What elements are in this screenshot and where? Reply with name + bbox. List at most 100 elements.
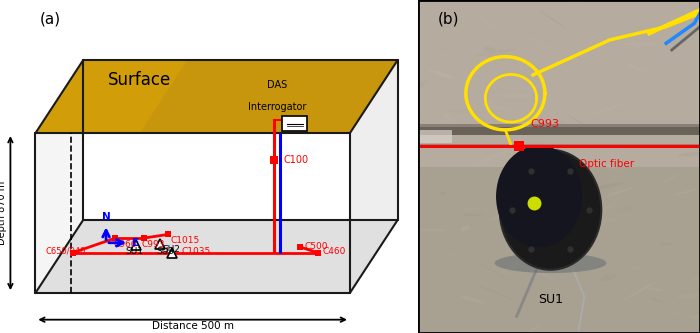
Ellipse shape	[513, 223, 539, 233]
Ellipse shape	[503, 231, 526, 235]
Ellipse shape	[410, 80, 429, 93]
Text: C993: C993	[531, 119, 560, 129]
Text: (a): (a)	[40, 12, 61, 27]
Ellipse shape	[651, 297, 664, 302]
Ellipse shape	[622, 42, 657, 46]
Ellipse shape	[419, 229, 447, 231]
Polygon shape	[36, 133, 350, 293]
Ellipse shape	[538, 9, 566, 28]
Polygon shape	[36, 220, 398, 293]
Ellipse shape	[624, 281, 657, 300]
Text: E: E	[132, 238, 139, 248]
Ellipse shape	[556, 120, 570, 128]
Text: Optic fiber: Optic fiber	[579, 159, 634, 169]
Ellipse shape	[647, 287, 664, 291]
Ellipse shape	[444, 161, 462, 169]
Text: Distance 500 m: Distance 500 m	[152, 321, 234, 331]
Bar	[418, 124, 700, 127]
Ellipse shape	[676, 0, 690, 5]
Ellipse shape	[429, 70, 450, 77]
Text: SU3: SU3	[156, 247, 174, 256]
Ellipse shape	[676, 293, 700, 298]
Ellipse shape	[486, 104, 517, 114]
Ellipse shape	[498, 256, 532, 274]
Ellipse shape	[540, 218, 562, 222]
Text: Interrogator: Interrogator	[248, 102, 306, 112]
Ellipse shape	[593, 104, 623, 114]
Ellipse shape	[484, 100, 491, 105]
Ellipse shape	[568, 206, 589, 215]
Ellipse shape	[692, 272, 700, 281]
Text: C966: C966	[113, 239, 136, 249]
Ellipse shape	[488, 208, 527, 221]
Text: C100: C100	[284, 155, 308, 165]
Ellipse shape	[545, 239, 550, 244]
Ellipse shape	[525, 36, 556, 51]
Ellipse shape	[674, 188, 700, 195]
Polygon shape	[36, 60, 188, 133]
Text: C993: C993	[141, 239, 165, 249]
Ellipse shape	[495, 253, 606, 273]
Ellipse shape	[461, 296, 484, 303]
Circle shape	[500, 150, 601, 270]
Ellipse shape	[512, 147, 542, 168]
Text: SU1: SU1	[538, 293, 563, 306]
Ellipse shape	[476, 15, 500, 31]
Ellipse shape	[661, 173, 680, 185]
Text: SU1: SU1	[125, 247, 144, 256]
Text: C650/940: C650/940	[46, 246, 86, 256]
Ellipse shape	[592, 162, 625, 172]
Ellipse shape	[477, 285, 514, 300]
Ellipse shape	[680, 6, 698, 18]
Text: C460: C460	[322, 246, 346, 256]
Ellipse shape	[677, 152, 700, 157]
Ellipse shape	[473, 149, 512, 166]
Ellipse shape	[436, 121, 452, 124]
Bar	[418, 127, 700, 135]
Ellipse shape	[635, 46, 642, 49]
Ellipse shape	[604, 186, 635, 197]
Ellipse shape	[496, 94, 533, 97]
Bar	[418, 130, 452, 143]
Bar	[418, 144, 700, 148]
Ellipse shape	[599, 274, 617, 281]
Circle shape	[496, 146, 582, 247]
Text: DAS: DAS	[267, 80, 287, 90]
Ellipse shape	[484, 47, 496, 52]
Ellipse shape	[533, 176, 540, 181]
Ellipse shape	[520, 325, 540, 333]
Text: N: N	[102, 212, 111, 222]
Ellipse shape	[593, 205, 614, 214]
Ellipse shape	[440, 250, 468, 262]
Ellipse shape	[529, 252, 560, 267]
Ellipse shape	[608, 155, 620, 161]
Ellipse shape	[440, 191, 445, 195]
Text: SU2: SU2	[162, 245, 180, 254]
Ellipse shape	[562, 0, 581, 3]
Ellipse shape	[575, 218, 616, 223]
Bar	[418, 0, 700, 166]
Ellipse shape	[439, 74, 457, 79]
Bar	[418, 166, 700, 333]
Ellipse shape	[444, 114, 456, 122]
Ellipse shape	[430, 48, 468, 60]
Ellipse shape	[615, 206, 634, 213]
Text: C1035: C1035	[181, 247, 211, 256]
Ellipse shape	[482, 205, 494, 213]
Ellipse shape	[526, 267, 553, 279]
Text: (b): (b)	[438, 12, 459, 27]
Ellipse shape	[601, 164, 620, 168]
Ellipse shape	[460, 225, 470, 231]
Ellipse shape	[624, 63, 648, 73]
Ellipse shape	[690, 315, 700, 319]
Text: Surface: Surface	[108, 71, 172, 89]
Text: C1015: C1015	[170, 235, 199, 245]
Ellipse shape	[589, 182, 623, 191]
Polygon shape	[36, 60, 398, 133]
Polygon shape	[36, 60, 83, 293]
Text: C500: C500	[304, 242, 328, 251]
FancyBboxPatch shape	[282, 116, 307, 131]
Ellipse shape	[658, 242, 672, 245]
Ellipse shape	[538, 236, 576, 243]
Ellipse shape	[674, 11, 682, 15]
